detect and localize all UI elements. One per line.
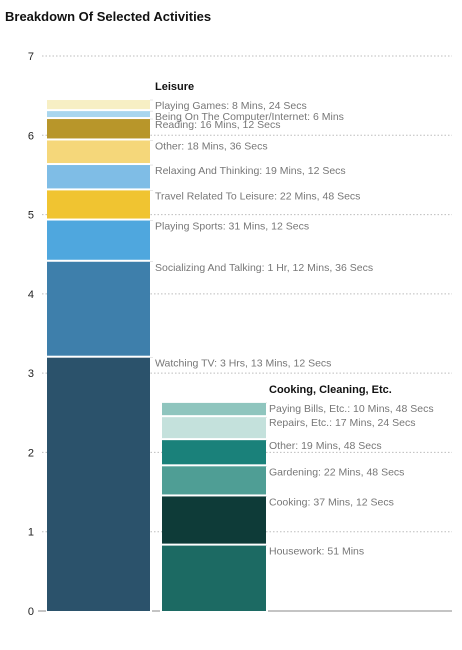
segment-labels-layer: Watching TV: 3 Hrs, 13 Mins, 12 Secs Soci… — [150, 81, 434, 558]
segment-label: Relaxing And Thinking: 19 Mins, 12 Secs — [155, 165, 346, 177]
y-tick-label: 2 — [28, 447, 34, 459]
y-tick-label: 7 — [28, 51, 34, 63]
segment-label: Paying Bills, Etc.: 10 Mins, 48 Secs — [269, 403, 434, 415]
y-tick-label: 3 — [28, 368, 34, 380]
bar-segment — [47, 165, 150, 189]
segment-label: Being On The Computer/Internet: 6 Mins — [155, 111, 344, 123]
segment-label: Gardening: 22 Mins, 48 Secs — [269, 466, 404, 478]
segment-label: Other: 18 Mins, 36 Secs — [155, 140, 268, 152]
bar-segment — [47, 220, 150, 260]
bar-segment — [162, 496, 266, 544]
bars-layer — [47, 100, 266, 611]
y-tick-label: 5 — [28, 210, 34, 222]
segment-label: Playing Sports: 31 Mins, 12 Secs — [155, 221, 309, 233]
segment-label: Socializing And Talking: 1 Hr, 12 Mins, … — [155, 262, 373, 274]
bar-segment — [162, 417, 266, 439]
segment-label: Housework: 51 Mins — [269, 546, 364, 558]
bar-segment — [162, 545, 266, 611]
bar-segment — [47, 111, 150, 118]
segment-label: Reading: 16 Mins, 12 Secs — [155, 119, 281, 131]
bar-segment — [47, 100, 150, 110]
bar-segment — [162, 402, 266, 416]
bar-segment — [162, 466, 266, 495]
segment-label: Other: 19 Mins, 48 Secs — [269, 440, 382, 452]
y-tick-label: 1 — [28, 527, 34, 539]
bar-segment — [47, 119, 150, 139]
bar-segment — [162, 440, 266, 465]
bar-segment — [47, 357, 150, 611]
segment-label: Watching TV: 3 Hrs, 13 Mins, 12 Secs — [155, 358, 331, 370]
bar-segment — [47, 261, 150, 356]
segment-label: Travel Related To Leisure: 22 Mins, 48 S… — [155, 190, 360, 202]
bar-group-title: Cooking, Cleaning, Etc. — [269, 384, 392, 396]
bar-segment — [47, 140, 150, 164]
y-tick-label: 4 — [28, 289, 34, 301]
bar-segment — [47, 190, 150, 219]
segment-label: Cooking: 37 Mins, 12 Secs — [269, 496, 394, 508]
y-axis: 0 1 2 3 4 5 6 7 — [28, 51, 34, 618]
bar-group-title: Leisure — [155, 81, 194, 93]
segment-label: Repairs, Etc.: 17 Mins, 24 Secs — [269, 417, 415, 429]
grid-layer — [38, 55, 452, 612]
y-tick-label: 6 — [28, 130, 34, 142]
y-tick-label: 0 — [28, 606, 34, 618]
chart-title: Breakdown Of Selected Activities — [5, 9, 211, 24]
segment-label: Playing Games: 8 Mins, 24 Secs — [155, 100, 307, 112]
